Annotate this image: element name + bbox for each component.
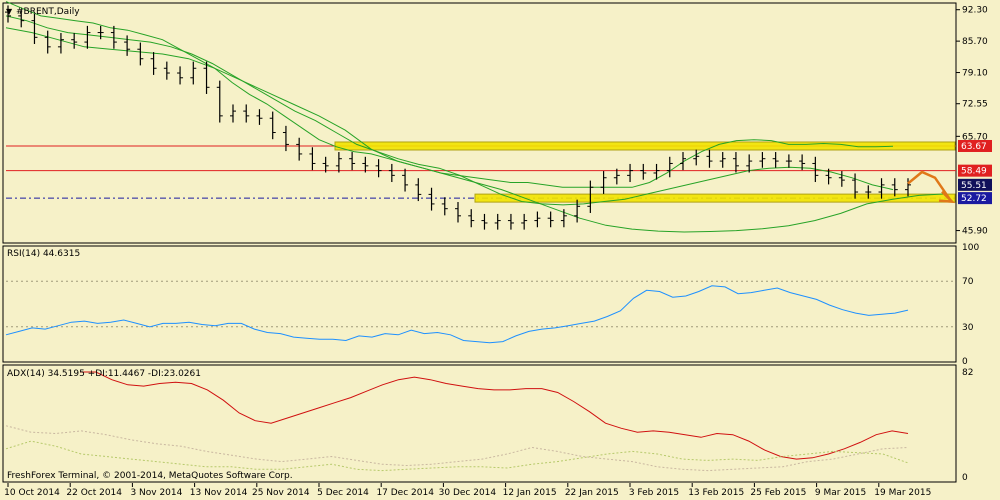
triangle-down-icon[interactable]: ▼ [6, 7, 13, 16]
middle-band [5, 15, 894, 206]
x-axis-label: 3 Feb 2015 [629, 488, 679, 498]
adx-axis-label: 0 [962, 473, 968, 483]
adx-label: ADX(14) 34.5195 +DI:11.4467 -DI:23.0261 [7, 369, 201, 379]
price-tag-text: 63.67 [961, 142, 987, 152]
price-tag-text: 55.51 [961, 181, 987, 191]
price-axis-label: 79.10 [962, 69, 988, 79]
rsi-axis-label: 100 [962, 243, 979, 253]
adx-panel [2, 364, 957, 483]
price-tag [958, 139, 992, 152]
x-axis-label: 22 Oct 2014 [66, 488, 122, 498]
axes: 10 Oct 2014 22 Oct 2014 3 Nov 2014 13 Nov 2… [4, 6, 992, 498]
x-axis-label: 22 Jan 2015 [565, 488, 619, 498]
price-axis-label: 85.70 [962, 37, 988, 47]
price-panel [2, 2, 957, 244]
price-plot [5, 1, 956, 233]
price-axis-label: 65.70 [962, 132, 988, 142]
x-axis-label: 9 Mar 2015 [815, 488, 866, 498]
x-axis-label: 5 Dec 2014 [317, 488, 369, 498]
lower-band [5, 27, 946, 233]
price-tag-text: 58.49 [961, 167, 987, 177]
x-axis-label: 25 Feb 2015 [750, 488, 806, 498]
rsi-axis-label: 0 [962, 357, 968, 367]
rsi-label: RSI(14) 44.6315 [7, 249, 80, 259]
resistance-zone [334, 141, 956, 151]
price-tag [958, 178, 992, 191]
x-axis-label: 17 Dec 2014 [376, 488, 434, 498]
x-axis-label: 25 Nov 2014 [252, 488, 310, 498]
adx-plot [5, 371, 909, 472]
di-plus-line [5, 440, 909, 472]
x-axis-label: 13 Nov 2014 [190, 488, 248, 498]
price-axis-label: 92.30 [962, 6, 988, 16]
rsi-axis-label: 70 [962, 277, 974, 287]
rsi-axis-label: 30 [962, 323, 974, 333]
adx-line [80, 371, 909, 460]
x-axis-label: 3 Nov 2014 [130, 488, 182, 498]
di-minus-line [5, 425, 909, 472]
rsi-plot [5, 280, 956, 344]
x-axis-label: 12 Jan 2015 [503, 488, 557, 498]
price-tag [958, 164, 992, 177]
adx-axis-label: 82 [962, 368, 973, 378]
price-tag-text: 52.72 [961, 194, 987, 204]
upper-band [5, 1, 894, 188]
projection-arrow [907, 170, 952, 201]
copyright-text: FreshForex Terminal, © 2001-2014, MetaQu… [7, 471, 293, 481]
support-zone [474, 193, 956, 203]
rsi-panel [2, 245, 957, 363]
x-axis-label: 10 Oct 2014 [4, 488, 60, 498]
rsi-line [5, 285, 909, 344]
x-axis-label: 13 Feb 2015 [688, 488, 744, 498]
x-axis-label: 19 Mar 2015 [874, 488, 931, 498]
x-axis-label: 30 Dec 2014 [439, 488, 497, 498]
price-tag [958, 192, 992, 205]
symbol-title: #BRENT,Daily [16, 7, 80, 17]
price-axis-label: 72.55 [962, 100, 988, 110]
price-axis-label: 45.90 [962, 227, 988, 237]
arrow-head [938, 190, 956, 204]
